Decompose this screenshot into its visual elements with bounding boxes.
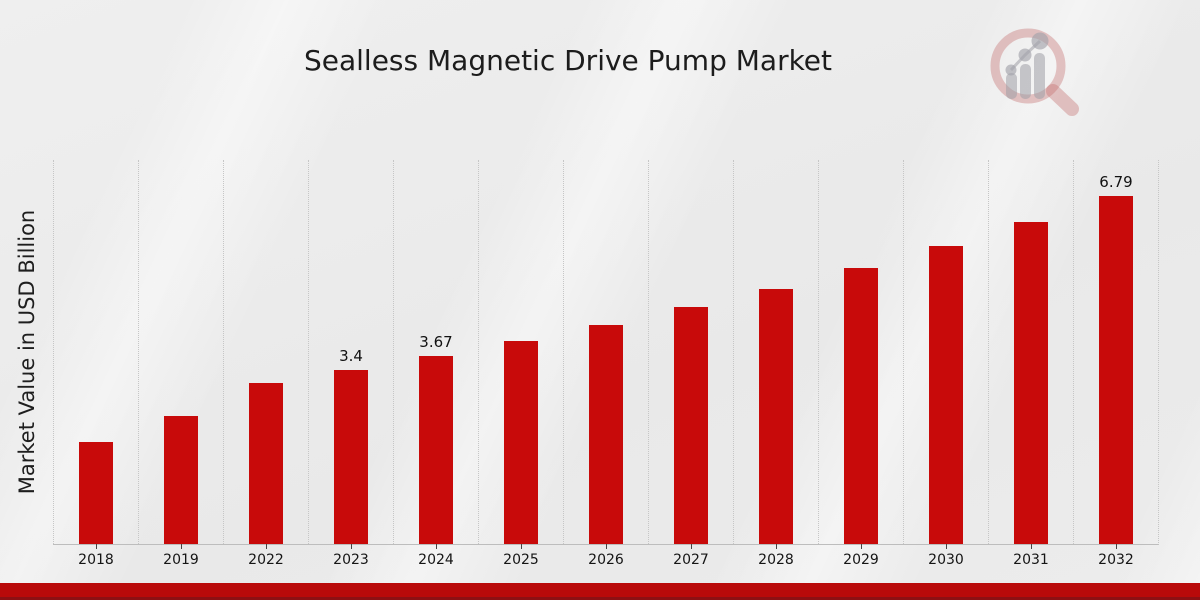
x-tick-label-2024: 2024	[418, 552, 454, 568]
x-tick-label-2019: 2019	[163, 552, 199, 568]
x-axis-tick-2023	[351, 544, 352, 549]
bar-value-label-2032: 6.79	[1099, 173, 1133, 192]
x-axis-tick-2029	[861, 544, 862, 549]
x-tick-label-2032: 2032	[1098, 552, 1134, 568]
bar-slot-2032: 6.79 2032	[1073, 160, 1158, 568]
x-axis-tick-2022	[266, 544, 267, 549]
bar-2031	[1014, 221, 1048, 544]
bar-2027	[674, 307, 708, 544]
x-tick-label-2031: 2031	[1013, 552, 1049, 568]
magnifier-bar-chart-logo-icon	[990, 28, 1079, 116]
bar-2026	[589, 324, 623, 544]
bar-slot-2022: 2022	[223, 160, 308, 568]
x-axis-tick-2028	[776, 544, 777, 549]
x-axis-tick-2027	[691, 544, 692, 549]
bar-slot-2029: 2029	[818, 160, 903, 568]
x-tick-label-2023: 2023	[333, 552, 369, 568]
bar-2023	[334, 369, 368, 544]
x-axis-tick-2032	[1116, 544, 1117, 549]
x-tick-label-2025: 2025	[503, 552, 539, 568]
bar-slot-2023: 3.4 2023	[308, 160, 393, 568]
x-tick-label-2028: 2028	[758, 552, 794, 568]
y-axis-label: Market Value in USD Billion	[15, 209, 39, 495]
bar-slot-2018: 2018	[53, 160, 138, 568]
bar-2024	[419, 356, 453, 544]
bar-slot-2025: 2025	[478, 160, 563, 568]
bar-slot-2027: 2027	[648, 160, 733, 568]
x-axis-tick-2018	[96, 544, 97, 549]
chart-title: Sealless Magnetic Drive Pump Market	[303, 44, 833, 77]
bar-2025	[504, 341, 538, 544]
bar-slot-2028: 2028	[733, 160, 818, 568]
bar-slot-2031: 2031	[988, 160, 1073, 568]
bar-2029	[844, 268, 878, 544]
x-axis-tick-2024	[436, 544, 437, 549]
x-tick-label-2029: 2029	[843, 552, 879, 568]
bar-slot-2019: 2019	[138, 160, 223, 568]
bar-2032	[1099, 196, 1133, 544]
bar-value-label-2024: 3.67	[419, 333, 453, 352]
bar-2030	[929, 246, 963, 544]
bar-slot-2026: 2026	[563, 160, 648, 568]
x-axis-tick-2025	[521, 544, 522, 549]
x-tick-label-2018: 2018	[78, 552, 114, 568]
brand-footer-bar	[0, 583, 1200, 600]
bar-slot-2030: 2030	[903, 160, 988, 568]
x-tick-label-2026: 2026	[588, 552, 624, 568]
x-axis-tick-2030	[946, 544, 947, 549]
x-axis-tick-2031	[1031, 544, 1032, 549]
x-axis-tick-2026	[606, 544, 607, 549]
bar-value-label-2023: 3.4	[339, 346, 363, 365]
bar-2018	[79, 441, 113, 544]
x-tick-label-2030: 2030	[928, 552, 964, 568]
bar-2019	[164, 416, 198, 544]
bar-2028	[759, 288, 793, 544]
bar-2022	[249, 382, 283, 544]
bar-chart-plot-area: 2018 2019 2022 3.4 2023 3.67 2024 2025 2026 2027 2…	[53, 160, 1159, 568]
bar-slot-2024: 3.67 2024	[393, 160, 478, 568]
x-tick-label-2022: 2022	[248, 552, 284, 568]
x-axis-tick-2019	[181, 544, 182, 549]
x-tick-label-2027: 2027	[673, 552, 709, 568]
